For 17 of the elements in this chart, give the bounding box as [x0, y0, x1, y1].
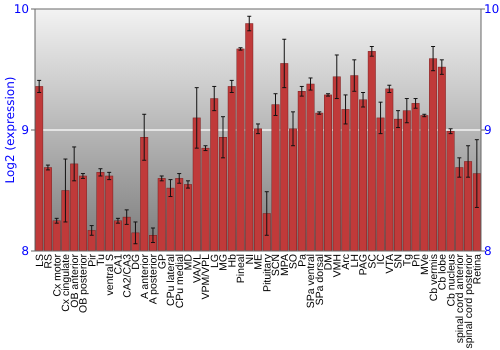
x-tick-label: LG: [208, 254, 221, 268]
y-tick-label: 10: [14, 2, 29, 16]
y2-tick-label: 10: [484, 2, 500, 16]
x-tick-label: Cb lobe: [436, 254, 448, 290]
x-tick-label: Tg: [401, 254, 414, 266]
y-axis-title: Log2 (expression): [3, 76, 18, 184]
y2-tick-label: 9: [484, 123, 492, 138]
x-tick-label: DG: [130, 254, 142, 270]
x-tick-label: SC: [366, 254, 378, 269]
x-tick-label: OB posterior: [78, 254, 90, 313]
x-tick-label: RS: [42, 254, 55, 269]
y2-tick-label: 8: [484, 244, 492, 258]
y-tick-label: 9: [21, 123, 29, 138]
x-tick-label: A posterior: [148, 254, 160, 304]
y-tick-label: 8: [21, 244, 29, 258]
x-tick-label: SPa dorsal: [314, 254, 326, 306]
x-tick-label: MVe: [418, 254, 431, 276]
